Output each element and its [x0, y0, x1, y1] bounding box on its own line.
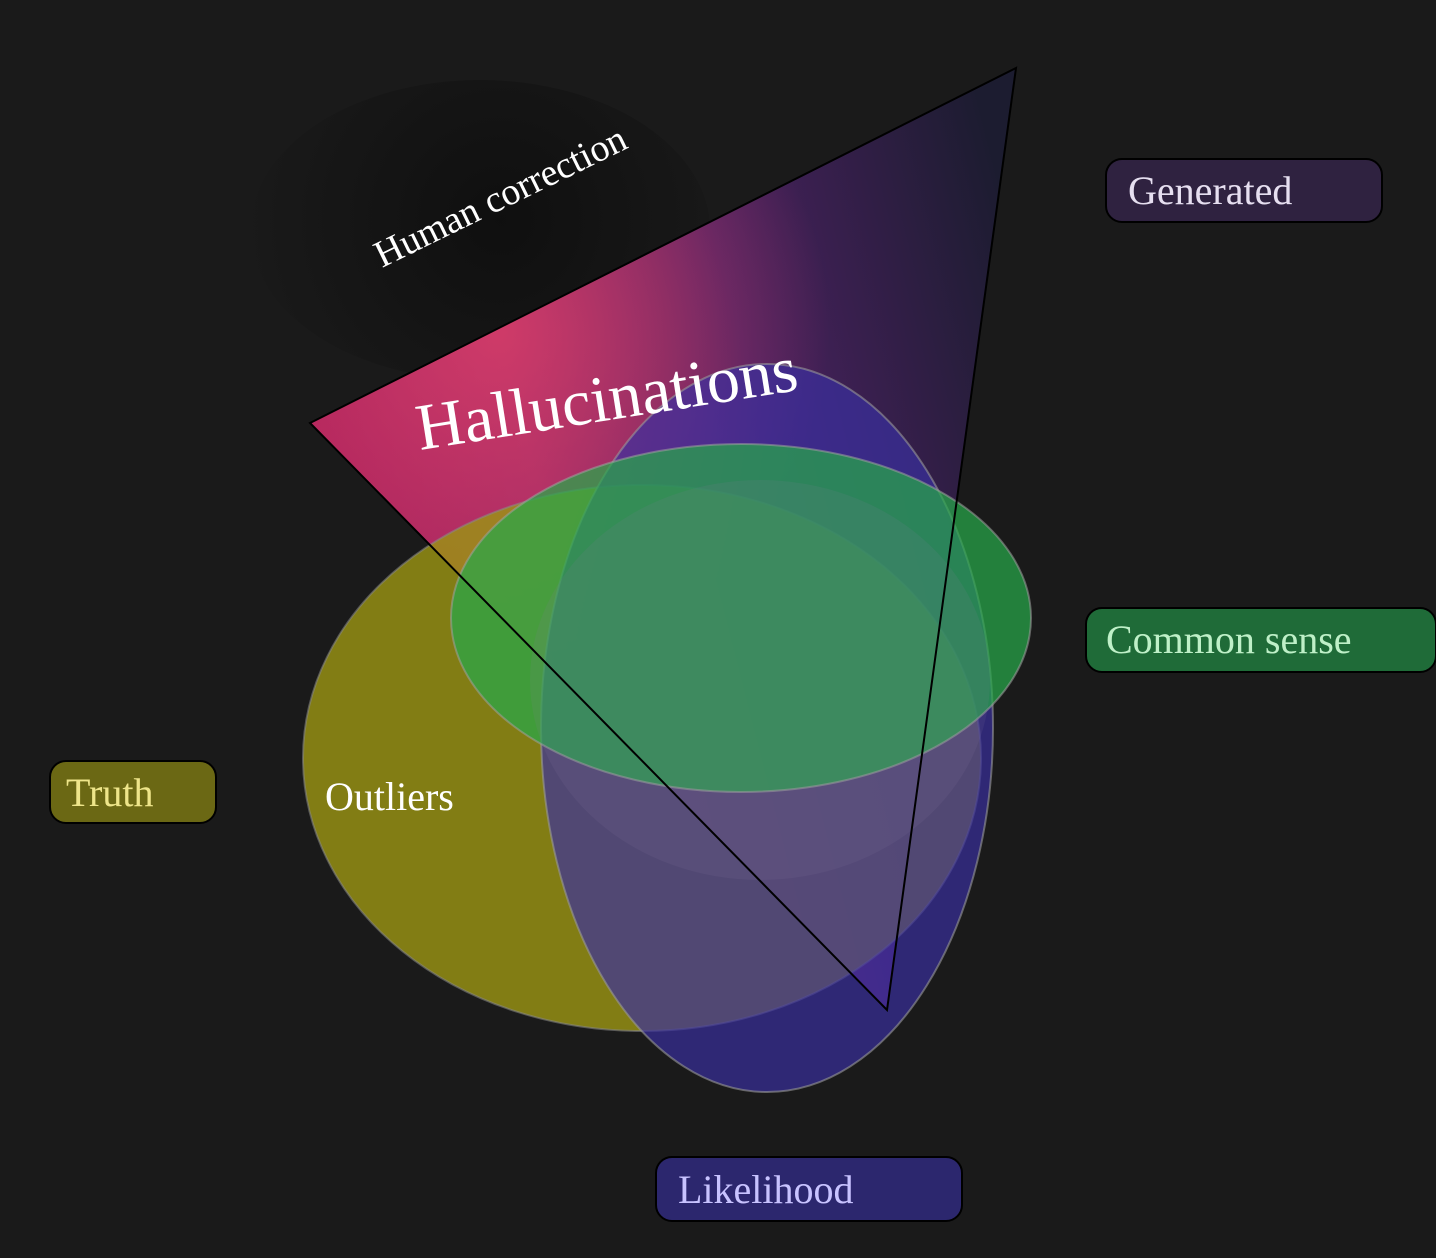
legend-truth-label: Truth [66, 770, 153, 815]
legend-likelihood-label: Likelihood [678, 1167, 854, 1212]
outliers-label: Outliers [325, 774, 454, 819]
intersection-wash [530, 480, 990, 880]
legend-generated-label: Generated [1128, 168, 1292, 213]
legend-common-sense: Common sense [1085, 607, 1436, 673]
legend-truth: Truth [49, 760, 217, 824]
common-sense-ellipse [450, 443, 1032, 793]
legend-generated: Generated [1105, 158, 1383, 223]
generated-outline [308, 66, 1018, 1013]
legend-likelihood: Likelihood [655, 1156, 963, 1222]
legend-common-sense-label: Common sense [1106, 617, 1352, 662]
